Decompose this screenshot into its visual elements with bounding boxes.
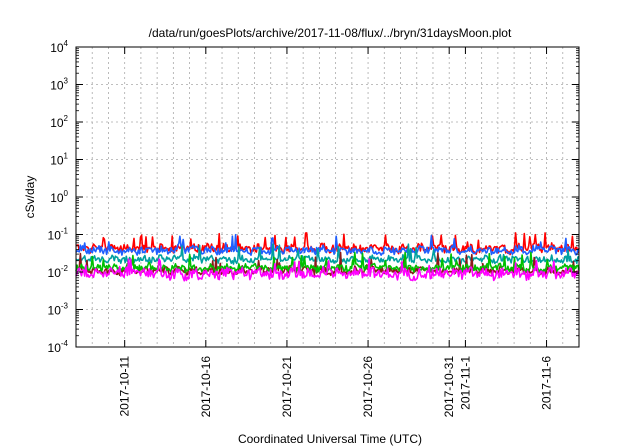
tick-layer [76, 46, 579, 348]
series-layer [75, 232, 580, 282]
x-tick-label: 2017-10-16 [199, 356, 213, 418]
x-tick-labels: 2017-10-11 2017-10-16 2017-10-21 2017-10-26… [118, 356, 554, 418]
chart-title: /data/run/goesPlots/archive/2017-11-08/f… [149, 26, 512, 40]
x-tick-label: 2017-11-6 [540, 356, 554, 410]
series-line [75, 251, 580, 277]
y-tick-label: 102 [50, 114, 68, 130]
y-axis-label: cSv/day [23, 176, 37, 219]
y-tick-label: 10-1 [48, 227, 69, 243]
x-tick-label: 2017-10-21 [280, 356, 294, 418]
y-tick-label: 104 [50, 39, 68, 55]
x-tick-label: 2017-10-31 [442, 356, 456, 418]
y-tick-label: 100 [50, 189, 68, 205]
series-line [75, 243, 580, 265]
y-tick-label: 10-3 [48, 302, 69, 318]
y-tick-label: 10-4 [48, 339, 69, 355]
y-tick-labels: 10-4 10-3 10-2 10-1 100 101 102 103 104 [48, 39, 69, 355]
y-tick-label: 103 [50, 77, 68, 93]
series-line [75, 233, 580, 256]
grid-layer [76, 47, 579, 347]
x-tick-label: 2017-10-11 [118, 356, 132, 417]
y-tick-label: 10-2 [48, 264, 69, 280]
series-line [75, 258, 579, 282]
x-tick-label: 2017-11-1 [458, 356, 472, 410]
y-tick-label: 101 [50, 152, 68, 168]
x-tick-label: 2017-10-26 [361, 356, 375, 418]
x-axis-label: Coordinated Universal Time (UTC) [238, 432, 422, 446]
